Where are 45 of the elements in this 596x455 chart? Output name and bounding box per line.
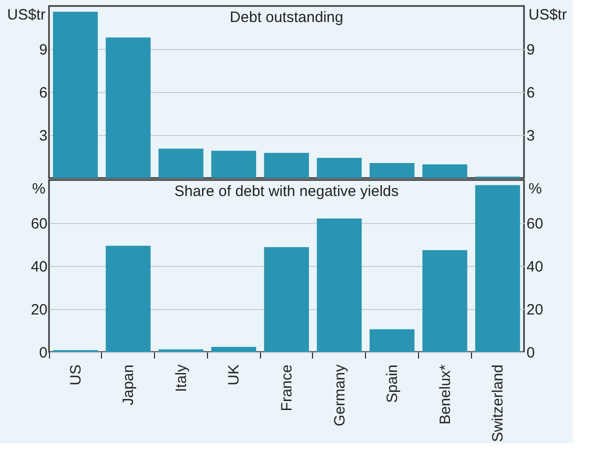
- x-tick-label: Germany: [331, 364, 348, 426]
- bar: [158, 148, 204, 178]
- bar: [106, 246, 151, 352]
- y-tick-label: 9: [39, 42, 48, 58]
- y2-tick-label: 6: [526, 84, 535, 102]
- y-axis-title: US$tr: [7, 6, 46, 24]
- y-tick-label: 20: [30, 302, 48, 318]
- y-tick-label: 60: [30, 216, 48, 232]
- bar: [316, 158, 362, 178]
- y2-axis-title: %: [528, 180, 542, 198]
- bar: [211, 150, 256, 178]
- bar: [370, 329, 414, 352]
- x-tick-label: Japan: [120, 364, 138, 406]
- y-tick-label: 3: [39, 128, 48, 144]
- bar: [106, 38, 151, 178]
- chart-title: Debt outstanding: [230, 9, 344, 26]
- x-tick-label: Spain: [384, 364, 402, 403]
- y-tick-label: 6: [39, 84, 48, 102]
- chart-title: Share of debt with negative yields: [174, 183, 399, 200]
- y2-tick-label: 40: [526, 258, 544, 276]
- bar: [211, 346, 256, 352]
- bar: [158, 349, 204, 352]
- bar: [264, 152, 309, 178]
- bar: [475, 185, 520, 352]
- bar: [52, 12, 98, 178]
- y2-tick-label: 20: [526, 302, 544, 318]
- bar: [264, 247, 309, 352]
- y-axis-title: %: [32, 180, 46, 198]
- x-tick-label: France: [278, 364, 296, 412]
- x-tick-label: Italy: [172, 364, 190, 392]
- bar: [370, 162, 414, 178]
- y2-tick-label: 60: [526, 216, 544, 232]
- y2-axis-title: US$tr: [528, 6, 567, 24]
- bar: [316, 218, 362, 352]
- y-tick-label: 0: [39, 344, 48, 362]
- x-tick-label: US: [67, 364, 84, 386]
- x-tick-label: Switzerland: [490, 364, 507, 442]
- x-tick-label: Benelux*: [436, 364, 454, 425]
- bar: [422, 250, 468, 352]
- y2-tick-label: 9: [526, 42, 535, 58]
- y2-tick-label: 0: [526, 344, 535, 362]
- y2-tick-label: 3: [526, 128, 535, 144]
- x-tick-label: UK: [226, 364, 243, 386]
- bar: [422, 164, 468, 178]
- y-tick-label: 40: [30, 258, 48, 276]
